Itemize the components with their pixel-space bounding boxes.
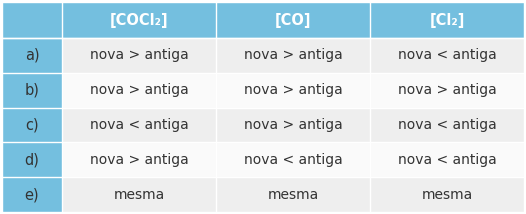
Bar	[62, 142, 216, 177]
Bar	[2, 73, 62, 108]
Text: nova < antiga: nova < antiga	[398, 118, 497, 132]
Bar	[370, 177, 524, 212]
Bar	[2, 142, 62, 177]
Text: c): c)	[25, 117, 39, 132]
Bar	[2, 2, 62, 38]
Text: nova < antiga: nova < antiga	[89, 118, 188, 132]
Text: e): e)	[25, 187, 39, 202]
Text: mesma: mesma	[114, 188, 165, 202]
Text: nova < antiga: nova < antiga	[244, 153, 342, 167]
Bar	[370, 2, 524, 38]
Text: nova > antiga: nova > antiga	[398, 83, 497, 97]
Text: [COCl₂]: [COCl₂]	[110, 12, 168, 28]
Bar	[216, 142, 370, 177]
Bar	[370, 73, 524, 108]
Bar	[216, 177, 370, 212]
Bar	[62, 2, 216, 38]
Bar	[62, 38, 216, 73]
Bar	[370, 38, 524, 73]
Text: [Cl₂]: [Cl₂]	[429, 12, 464, 28]
Bar	[370, 142, 524, 177]
Bar	[62, 108, 216, 142]
Text: nova > antiga: nova > antiga	[89, 83, 188, 97]
Text: d): d)	[25, 152, 39, 167]
Bar	[2, 108, 62, 142]
Bar	[2, 38, 62, 73]
Bar	[2, 177, 62, 212]
Text: nova > antiga: nova > antiga	[89, 153, 188, 167]
Text: mesma: mesma	[421, 188, 473, 202]
Bar	[62, 177, 216, 212]
Text: nova > antiga: nova > antiga	[244, 48, 342, 62]
Bar	[216, 108, 370, 142]
Bar	[370, 108, 524, 142]
Bar	[216, 38, 370, 73]
Text: nova < antiga: nova < antiga	[398, 48, 497, 62]
Bar	[62, 73, 216, 108]
Text: nova > antiga: nova > antiga	[244, 118, 342, 132]
Text: nova < antiga: nova < antiga	[398, 153, 497, 167]
Bar	[216, 2, 370, 38]
Text: mesma: mesma	[267, 188, 319, 202]
Text: a): a)	[25, 48, 39, 63]
Text: nova > antiga: nova > antiga	[244, 83, 342, 97]
Text: nova > antiga: nova > antiga	[89, 48, 188, 62]
Text: [CO]: [CO]	[275, 12, 311, 28]
Text: b): b)	[25, 83, 39, 98]
Bar	[216, 73, 370, 108]
